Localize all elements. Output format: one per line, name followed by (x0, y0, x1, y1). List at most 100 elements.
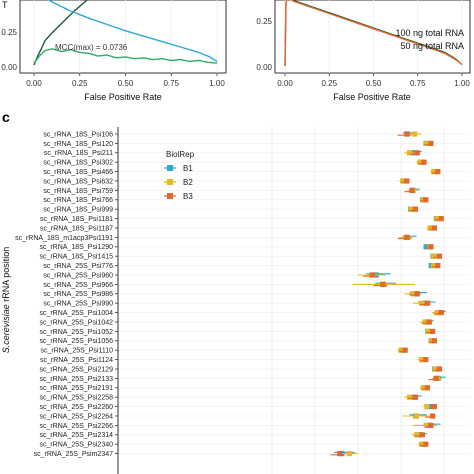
table-row: sc_rRNA_25S_Psi776 (43, 263, 470, 270)
data-point-b2 (420, 385, 426, 391)
data-point-b2 (400, 178, 406, 184)
table-row: sc_rRNA_25S_Psi1004 (39, 310, 470, 317)
data-point-b2 (434, 216, 440, 222)
table-row: sc_rRNA_25S_Psi1042 (39, 319, 470, 326)
panel-a-y-tick-label: 0.25 (1, 28, 17, 37)
y-tick-label: sc_rRNA_18S_Psi1290 (39, 244, 113, 251)
y-tick-label: sc_rRNA_18S_m1acp3Psi1191 (15, 235, 113, 242)
data-point-b3 (414, 150, 420, 156)
y-tick-label: sc_rRNA_18S_Psi759 (43, 188, 113, 195)
y-tick-label: sc_rRNA_25S_Psi2258 (39, 395, 113, 402)
table-row: sc_rRNA_18S_Psi302 (43, 159, 470, 167)
y-tick-label: sc_rRNA_18S_Psi1187 (40, 225, 113, 232)
series-line-series-0 (284, 0, 463, 67)
data-point-b3 (436, 253, 443, 259)
y-tick-label: sc_rRNA_25S_Psi2314 (39, 432, 113, 439)
data-point-b3 (435, 169, 441, 175)
panel-a-series (33, 0, 218, 66)
data-point-b3 (431, 404, 437, 410)
data-point-b2 (424, 422, 430, 428)
panel-a-y-tick-label: 0.00 (1, 63, 17, 72)
y-tick-label: sc_rRNA_25S_Psi1056 (39, 338, 113, 345)
panel-a-y-axis-label: T (2, 0, 8, 10)
y-tick-label: sc_rRNA_25S_Psi1052 (39, 329, 113, 336)
data-point-b2 (431, 263, 437, 269)
table-row: sc_rRNA_25S_Psi1110 (40, 347, 470, 355)
y-tick-label: sc_rRNA_25S_Psim2347 (34, 451, 113, 458)
data-point-b3 (430, 413, 436, 419)
table-row: sc_rRNA_25S_Psi986 (43, 291, 470, 298)
data-point-b2 (407, 150, 413, 156)
table-row: sc_rRNA_18S_Psi759 (43, 187, 470, 195)
x-tick-label: 1.00 (209, 79, 225, 88)
panel-b-x-tick-labels: 0.00 0.25 0.50 0.75 1.00 (277, 73, 470, 88)
y-tick-label: sc_rRNA_25S_Psi990 (43, 301, 113, 308)
legend-key-b1 (167, 165, 173, 171)
table-row: sc_rRNA_18S_Psi632 (43, 178, 470, 185)
table-row: sc_rRNA_18S_Psi211 (44, 150, 470, 157)
y-tick-label: sc_rRNA_25S_Psi2266 (39, 423, 113, 430)
table-row: sc_rRNA_25S_Psi1124 (40, 357, 470, 364)
data-point-b3 (419, 432, 425, 438)
y-tick-label: sc_rRNA_18S_Psi466 (43, 169, 113, 176)
data-point-b2 (432, 366, 438, 372)
table-row: sc_rRNA_25S_Psi1056 (39, 338, 470, 345)
y-tick-label: sc_rRNA_25S_Psi1110 (40, 348, 113, 355)
table-row: sc_rRNA_25S_Psi2340 (39, 441, 470, 449)
table-row: sc_rRNA_25S_Psi2314 (39, 432, 470, 439)
data-point-b2 (346, 451, 352, 457)
data-point-b2 (427, 225, 433, 231)
y-tick-label: sc_rRNA_25S_Psi986 (43, 291, 113, 298)
x-tick-label: 0.75 (163, 79, 179, 88)
data-point-b3 (414, 291, 420, 297)
panel-a-x-axis-label: False Positive Rate (84, 92, 162, 102)
data-point-b2 (431, 169, 437, 175)
table-row: sc_rRNA_25S_Psi2191 (39, 385, 470, 392)
x-tick-label: 1.00 (454, 79, 470, 88)
x-tick-label: 0.50 (118, 79, 134, 88)
data-point-b3 (421, 159, 427, 165)
x-tick-label: 0.75 (410, 79, 426, 88)
mcc-annotation: MCC(max) = 0.0736 (55, 43, 128, 52)
data-point-b3 (423, 197, 429, 203)
y-tick-label: sc_rRNA_18S_Psi766 (43, 197, 113, 204)
data-point-b3 (424, 385, 431, 391)
legend-100ng: 100 ng total RNA (395, 28, 464, 38)
legend-key-b3 (167, 193, 173, 199)
x-tick-label: 0.00 (277, 79, 293, 88)
species-name: S.cerevisiae (1, 304, 11, 353)
data-point-b2 (425, 328, 432, 334)
y-tick-label: sc_rRNA_25S_Psi2133 (39, 376, 113, 383)
table-row: sc_rRNA_18S_Psi766 (43, 197, 470, 204)
legend-title: BiolRep (166, 150, 195, 159)
table-row: sc_rRNA_18S_Psi1181 (40, 216, 470, 223)
y-tick-label: sc_rRNA_18S_Psi106 (43, 131, 113, 138)
legend-label: B1 (183, 164, 193, 173)
data-point-b3 (404, 178, 410, 184)
table-row: sc_rRNA_18S_m1acp3Psi1191 (15, 234, 470, 242)
series-line-precision (47, 0, 218, 62)
panel-b-y-tick-label: 0.00 (256, 63, 272, 72)
table-row: sc_rRNA_18S_Psi466 (43, 169, 470, 176)
table-row: sc_rRNA_25S_Psi966 (43, 281, 470, 289)
panel-a-frame (19, 0, 227, 74)
y-tick-label: sc_rRNA_25S_Psi2264 (39, 413, 113, 420)
data-point-b3 (438, 216, 444, 222)
legend-key-b2 (167, 179, 173, 185)
series-line-mcc (33, 48, 218, 64)
table-row: sc_rRNA_25S_Psi2129 (39, 366, 470, 373)
panel-b-frame (274, 0, 471, 74)
y-tick-label: sc_rRNA_18S_Psi120 (43, 141, 113, 148)
data-point-b2 (410, 291, 416, 297)
data-point-b3 (426, 319, 432, 325)
y-tick-label: sc_rRNA_18S_Psi211 (44, 150, 113, 157)
x-tick-label: 0.25 (72, 79, 88, 88)
data-point-b3 (435, 263, 441, 269)
table-row: sc_rRNA_25S_Psi1052 (39, 328, 470, 336)
data-point-b2 (431, 253, 437, 259)
table-row: sc_rRNA_25S_Psi990 (43, 300, 470, 308)
data-point-b3 (412, 206, 419, 212)
data-point-b2 (422, 319, 428, 325)
data-point-b3 (404, 131, 410, 137)
data-point-b2 (413, 413, 420, 419)
